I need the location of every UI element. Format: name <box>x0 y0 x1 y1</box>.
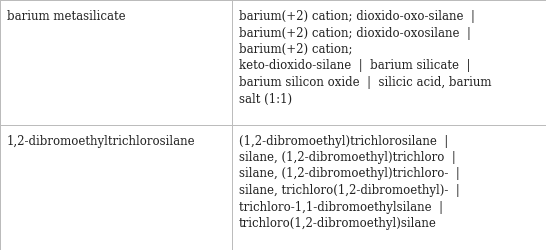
Bar <box>232 124 546 250</box>
Text: barium(+2) cation; dioxido-oxo-silane  |
barium(+2) cation; dioxido-oxosilane  |: barium(+2) cation; dioxido-oxo-silane | … <box>239 10 491 106</box>
Text: 1,2-dibromoethyltrichlorosilane: 1,2-dibromoethyltrichlorosilane <box>7 134 195 147</box>
Text: barium metasilicate: barium metasilicate <box>7 10 125 23</box>
Bar <box>0 124 232 250</box>
Bar <box>0 0 232 124</box>
Bar <box>232 0 546 124</box>
Text: (1,2-dibromoethyl)trichlorosilane  |
silane, (1,2-dibromoethyl)trichloro  |
sila: (1,2-dibromoethyl)trichlorosilane | sila… <box>239 134 459 230</box>
